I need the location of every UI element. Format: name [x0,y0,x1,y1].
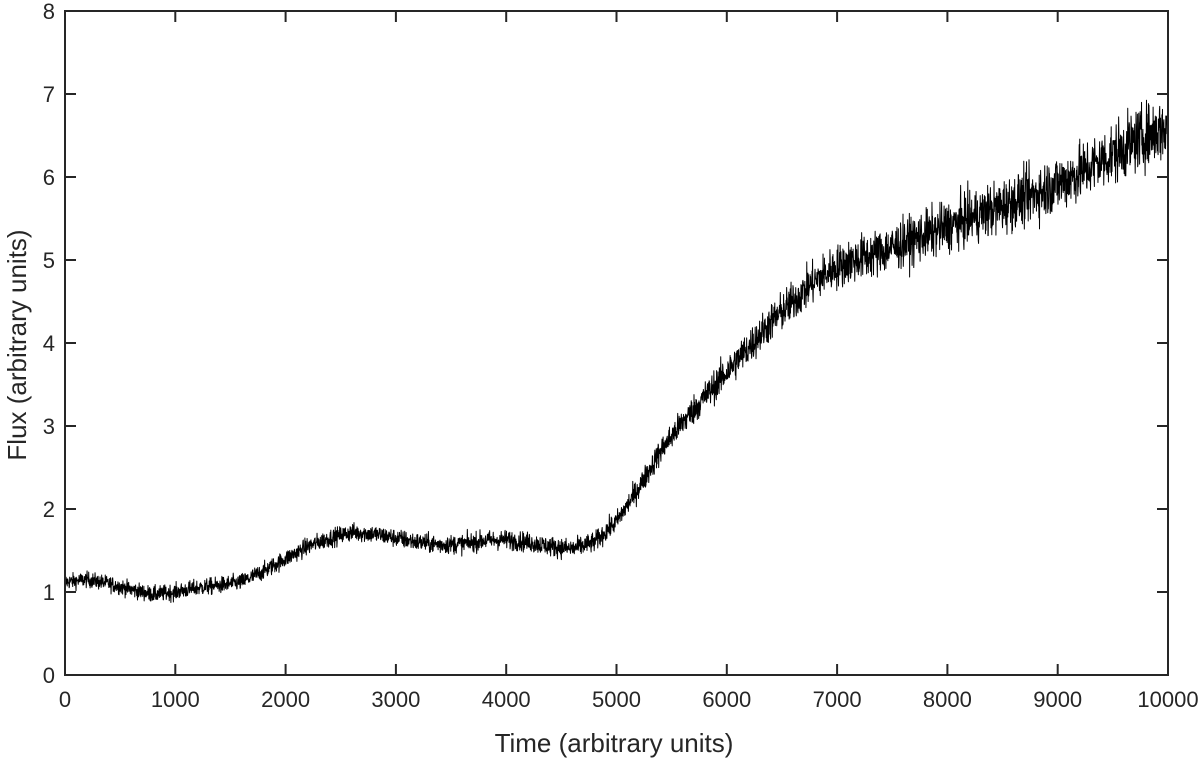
y-tick-label: 7 [43,82,55,107]
y-tick-label: 5 [43,248,55,273]
x-tick-label: 5000 [592,687,641,712]
x-tick-label: 7000 [813,687,862,712]
x-tick-label: 1000 [151,687,200,712]
x-tick-label: 8000 [923,687,972,712]
x-tick-label: 4000 [482,687,531,712]
y-tick-label: 0 [43,663,55,688]
x-tick-label: 0 [59,687,71,712]
y-tick-label: 4 [43,331,55,356]
y-tick-label: 6 [43,165,55,190]
x-tick-label: 6000 [702,687,751,712]
y-tick-label: 1 [43,580,55,605]
data-series [64,99,1169,604]
y-axis-label: Flux (arbitrary units) [2,229,32,460]
y-tick-label: 2 [43,497,55,522]
y-tick-label: 3 [43,414,55,439]
plot-area [65,11,1168,675]
x-tick-label: 2000 [261,687,310,712]
axes: 0 1000 2000 3000 4000 5000 6000 7000 8000 9000 100… [43,0,1199,712]
x-tick-label: 3000 [371,687,420,712]
x-tick-label: 10000 [1137,687,1198,712]
x-axis-label: Time (arbitrary units) [495,728,734,758]
x-tick-label: 9000 [1033,687,1082,712]
series-line-0 [64,99,1169,604]
y-tick-label: 8 [43,0,55,24]
plot-background [65,11,1168,675]
